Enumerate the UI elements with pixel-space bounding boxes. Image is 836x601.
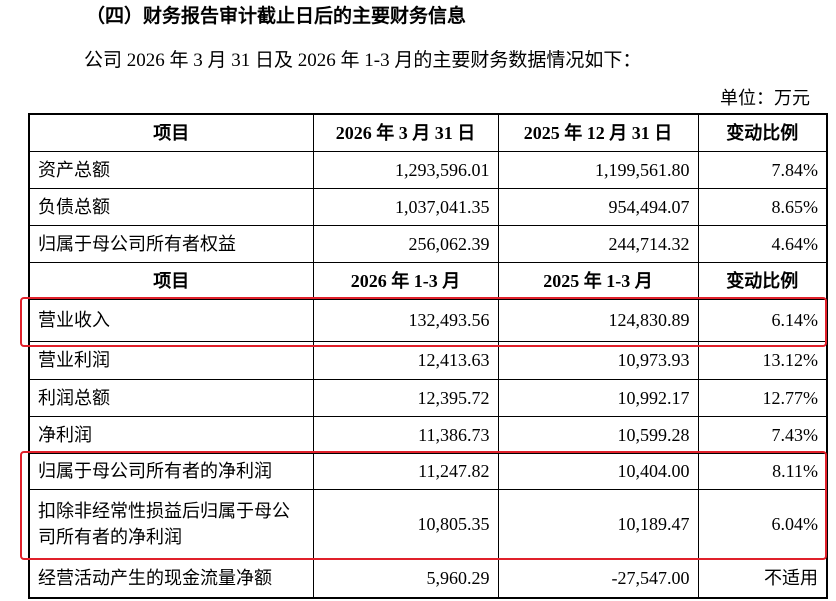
item-cell: 净利润 bbox=[28, 415, 314, 454]
value-cell: 1,199,561.80 bbox=[497, 150, 699, 189]
item-cell: 利润总额 bbox=[28, 378, 314, 417]
header-row: 项目 2026 年 3 月 31 日 2025 年 12 月 31 日变动比例 bbox=[28, 113, 828, 152]
intro: 公司 2026 年 3 月 31 日及 2026 年 1-3 月的主要财务数据情… bbox=[84, 50, 642, 71]
value-cell: 6.14% bbox=[697, 298, 828, 342]
financial-table: 项目 2026 年 3 月 31 日 2025 年 12 月 31 日变动比例 资产总… bbox=[28, 113, 828, 599]
value-cell: 8.11% bbox=[697, 452, 828, 490]
value-cell: 954,494.07 bbox=[497, 187, 699, 226]
value-cell: 4.64% bbox=[697, 224, 828, 263]
table-row: 营业收入 132,493.56 124,830.89 6.14% bbox=[28, 298, 828, 342]
value-cell: 1,037,041.35 bbox=[312, 187, 499, 226]
table-row: 净利润 11,386.73 10,599.28 7.43% bbox=[28, 415, 828, 454]
value-cell: 10,599.28 bbox=[497, 415, 699, 454]
header-cell: 变动比例 bbox=[697, 261, 828, 300]
table-row: 负债总额 1,037,041.35 954,494.07 8.65% bbox=[28, 187, 828, 226]
value-cell: 12,413.63 bbox=[312, 340, 499, 380]
highlight-box bbox=[20, 451, 827, 560]
highlight-box bbox=[20, 297, 827, 347]
unit: 单位：万元 bbox=[720, 88, 810, 108]
value-cell: 8.65% bbox=[697, 187, 828, 226]
value-cell: 10,992.17 bbox=[497, 378, 699, 417]
item-cell: 营业收入 bbox=[28, 298, 314, 342]
value-cell: 不适用 bbox=[697, 557, 828, 599]
header-cell: 2026 年 3 月 31 日 bbox=[312, 113, 499, 152]
heading: （四）财务报告审计截止日后的主要财务信息 bbox=[86, 5, 467, 27]
table-row: 扣除非经常性损益后归属于母公司所有者的净利润 10,805.35 10,189.47… bbox=[28, 488, 828, 559]
table-row: 归属于母公司所有者的净利润 11,247.82 10,404.00 8.11% bbox=[28, 452, 828, 490]
value-cell: 244,714.32 bbox=[497, 224, 699, 263]
value-cell: 11,247.82 bbox=[312, 452, 499, 490]
value-cell: 7.43% bbox=[697, 415, 828, 454]
item-cell: 归属于母公司所有者的净利润 bbox=[28, 452, 314, 490]
header-cell: 变动比例 bbox=[697, 113, 828, 152]
item-cell: 负债总额 bbox=[28, 187, 314, 226]
item-cell: 归属于母公司所有者权益 bbox=[28, 224, 314, 263]
header-cell: 2026 年 1-3 月 bbox=[312, 261, 499, 300]
header-cell: 项目 bbox=[28, 261, 314, 300]
table-row: 归属于母公司所有者权益 256,062.39 244,714.32 4.64% bbox=[28, 224, 828, 263]
value-cell: 12,395.72 bbox=[312, 378, 499, 417]
item-cell: 资产总额 bbox=[28, 150, 314, 189]
header-cell: 2025 年 12 月 31 日 bbox=[497, 113, 699, 152]
value-cell: 13.12% bbox=[697, 340, 828, 380]
value-cell: 256,062.39 bbox=[312, 224, 499, 263]
value-cell: 7.84% bbox=[697, 150, 828, 189]
value-cell: 12.77% bbox=[697, 378, 828, 417]
value-cell: 5,960.29 bbox=[312, 557, 499, 599]
header-cell: 2025 年 1-3 月 bbox=[497, 261, 699, 300]
header-cell: 项目 bbox=[28, 113, 314, 152]
header-row: 项目 2026 年 1-3 月 2025 年 1-3 月变动比例 bbox=[28, 261, 828, 300]
item-cell: 经营活动产生的现金流量净额 bbox=[28, 557, 314, 599]
table-row: 资产总额 1,293,596.01 1,199,561.80 7.84% bbox=[28, 150, 828, 189]
value-cell: 10,404.00 bbox=[497, 452, 699, 490]
value-cell: 132,493.56 bbox=[312, 298, 499, 342]
value-cell: 1,293,596.01 bbox=[312, 150, 499, 189]
value-cell: 10,189.47 bbox=[497, 488, 699, 559]
value-cell: 6.04% bbox=[697, 488, 828, 559]
table-row: 利润总额 12,395.72 10,992.17 12.77% bbox=[28, 378, 828, 417]
table-row: 经营活动产生的现金流量净额 5,960.29 -27,547.00 不适用 bbox=[28, 557, 828, 599]
table-row: 营业利润 12,413.63 10,973.93 13.12% bbox=[28, 340, 828, 380]
value-cell: -27,547.00 bbox=[497, 557, 699, 599]
value-cell: 11,386.73 bbox=[312, 415, 499, 454]
